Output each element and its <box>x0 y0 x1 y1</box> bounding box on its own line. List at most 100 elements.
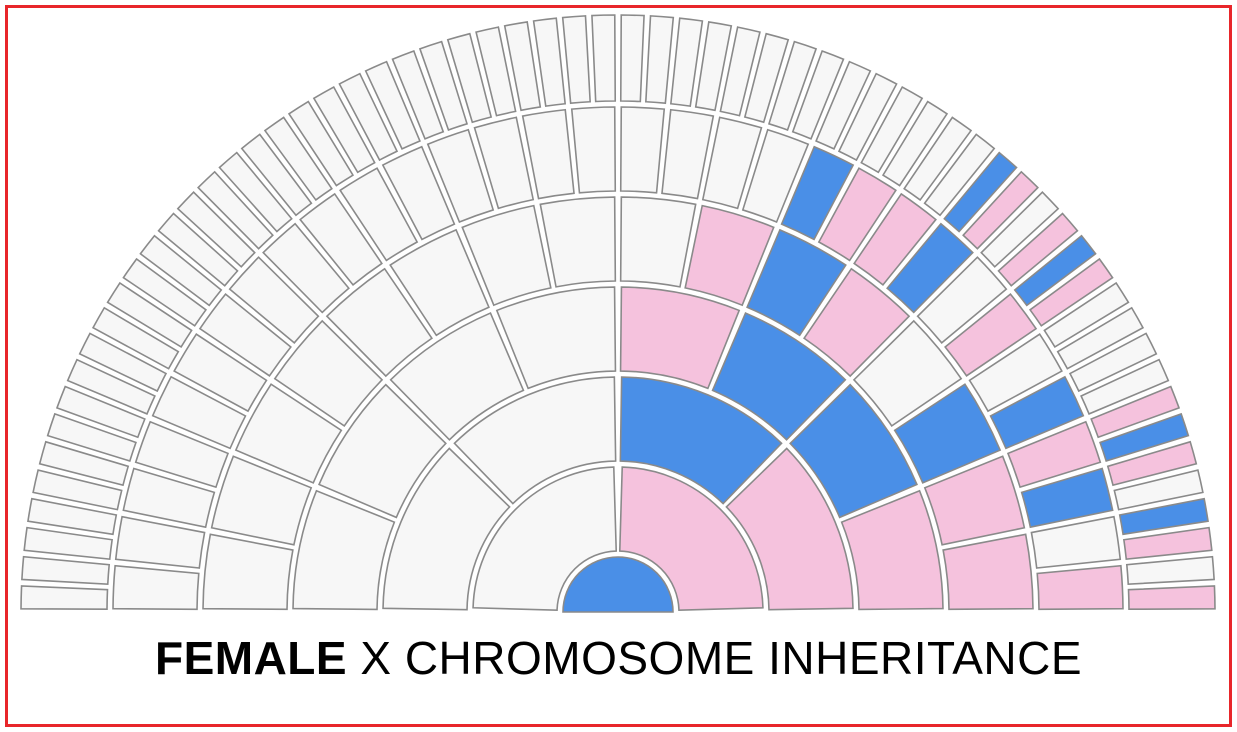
ancestor-segment-g5-31 <box>1036 564 1124 611</box>
ancestor-segment-g6-27 <box>475 26 517 117</box>
ancestor-segment-g6-6 <box>46 412 137 463</box>
ancestor-segment-g6-46 <box>943 151 1018 233</box>
ancestor-segment-g4-8 <box>619 196 697 288</box>
ancestor-segment-g6-49 <box>997 212 1079 287</box>
ancestor-segment-g1-0 <box>472 466 618 612</box>
ancestor-segment-g6-37 <box>743 32 790 124</box>
ancestor-segment-g3-6 <box>789 383 918 519</box>
ancestor-segment-g5-26 <box>968 333 1063 413</box>
ancestor-segment-g5-24 <box>916 256 1008 344</box>
ancestor-segment-g6-63 <box>1127 585 1216 611</box>
ancestor-segment-g6-1 <box>21 555 111 586</box>
ancestor-segment-g5-17 <box>661 108 715 200</box>
ancestor-segment-g6-60 <box>1118 497 1209 536</box>
ancestor-segment-g4-4 <box>325 267 434 378</box>
ancestor-segment-g6-59 <box>1113 469 1204 511</box>
ancestor-segment-g5-7 <box>228 256 320 344</box>
ancestor-segment-g6-20 <box>287 100 355 187</box>
ancestor-segment-g6-43 <box>881 100 949 187</box>
ancestor-segment-g4-13 <box>893 383 1002 484</box>
ancestor-segment-g5-9 <box>299 192 383 286</box>
ancestor-segment-g4-11 <box>802 267 911 378</box>
ancestor-segment-g6-47 <box>962 170 1039 250</box>
ancestor-segment-g6-57 <box>1099 412 1190 463</box>
ancestor-segment-g2-1 <box>453 376 617 505</box>
ancestor-segment-g6-48 <box>980 191 1060 268</box>
ancestor-segment-g6-9 <box>78 332 168 393</box>
ancestor-segment-g6-56 <box>1090 385 1181 439</box>
ancestor-segment-g2-3 <box>725 447 854 611</box>
ancestor-segment-g5-4 <box>151 375 247 450</box>
ancestor-segment-g6-50 <box>1013 234 1097 307</box>
ancestor-segment-g6-28 <box>503 21 542 112</box>
ancestor-segment-g6-62 <box>1125 555 1215 586</box>
ancestor-segment-g6-13 <box>139 234 223 307</box>
ancestor-segment-g6-29 <box>532 17 567 108</box>
ancestor-segment-g6-17 <box>218 151 293 233</box>
ancestor-segment-g6-36 <box>719 26 761 117</box>
border-frame <box>5 5 1232 727</box>
ancestor-segment-g6-52 <box>1043 281 1130 349</box>
ancestor-segment-g6-26 <box>446 32 493 124</box>
ancestor-segment-g5-1 <box>114 515 206 569</box>
ancestor-segment-g4-3 <box>273 319 384 428</box>
ancestor-segment-g5-12 <box>426 128 495 224</box>
ancestor-segment-g6-3 <box>27 497 118 536</box>
ancestor-segment-g6-0 <box>20 585 109 611</box>
ancestor-segment-g5-30 <box>1030 515 1122 569</box>
ancestor-segment-g3-3 <box>495 286 617 390</box>
title-rest: X CHROMOSOME INHERITANCE <box>347 632 1083 684</box>
ancestor-segment-g6-40 <box>815 60 872 150</box>
ancestor-segment-g5-18 <box>701 116 763 210</box>
ancestor-segment-g5-27 <box>989 375 1085 450</box>
ancestor-segment-g5-3 <box>134 420 230 489</box>
ancestor-segment-g6-41 <box>837 72 898 162</box>
ancestor-segment-g5-8 <box>262 222 350 314</box>
ancestor-segment-g5-2 <box>122 467 216 529</box>
ancestor-segment-g6-16 <box>197 170 274 250</box>
ancestor-segment-g6-12 <box>122 257 208 327</box>
ancestor-segment-g5-16 <box>619 106 666 194</box>
ancestor-segment-g6-32 <box>619 14 645 103</box>
ancestor-segment-g6-4 <box>32 469 123 511</box>
ancestor-segment-g6-42 <box>860 85 924 174</box>
ancestor-segment-g5-15 <box>570 106 617 194</box>
ancestor-segment-g4-14 <box>923 455 1026 546</box>
chart-title: FEMALE X CHROMOSOME INHERITANCE <box>0 628 1237 688</box>
ancestor-segment-g5-28 <box>1006 420 1102 489</box>
ancestor-segment-g3-1 <box>318 383 447 519</box>
ancestor-segment-g1-1 <box>618 466 764 612</box>
ancestor-segment-g4-9 <box>684 204 775 307</box>
ancestor-segment-g5-10 <box>339 167 419 262</box>
ancestor-segment-g6-58 <box>1106 440 1198 487</box>
ancestor-segment-g6-38 <box>767 40 818 131</box>
ancestor-segment-g6-53 <box>1056 306 1145 370</box>
ancestor-segment-g6-34 <box>669 17 704 108</box>
ancestor-segment-g6-5 <box>38 440 130 487</box>
ancestor-segment-g5-19 <box>741 128 810 224</box>
ancestor-segment-g5-25 <box>944 293 1038 377</box>
ancestor-segment-g6-54 <box>1068 332 1158 393</box>
ancestor-segment-g4-15 <box>942 533 1034 611</box>
ancestor-segment-g0-0 <box>562 556 674 613</box>
ancestor-segment-g6-10 <box>91 306 180 370</box>
title-emphasis: FEMALE <box>154 632 348 684</box>
ancestor-segment-g6-51 <box>1028 257 1114 327</box>
ancestor-segment-g3-0 <box>292 489 396 611</box>
ancestor-segment-g5-11 <box>381 145 456 241</box>
ancestor-segment-g6-25 <box>418 40 469 131</box>
ancestor-segment-g6-44 <box>903 116 973 202</box>
ancestor-segment-g6-21 <box>312 85 376 174</box>
ancestor-segment-g6-45 <box>923 133 996 217</box>
ancestor-segment-g6-22 <box>338 72 399 162</box>
ancestor-segment-g5-14 <box>521 108 575 200</box>
ancestor-segment-g4-0 <box>202 533 294 611</box>
ancestor-segment-g4-6 <box>461 204 552 307</box>
ancestor-segment-g5-29 <box>1020 467 1114 529</box>
ancestor-segment-g3-2 <box>389 312 525 441</box>
ancestor-segment-g6-55 <box>1080 358 1170 415</box>
ancestor-segment-g3-4 <box>619 286 741 390</box>
ancestor-segment-g5-20 <box>780 145 855 241</box>
ancestor-segment-g5-23 <box>886 222 974 314</box>
